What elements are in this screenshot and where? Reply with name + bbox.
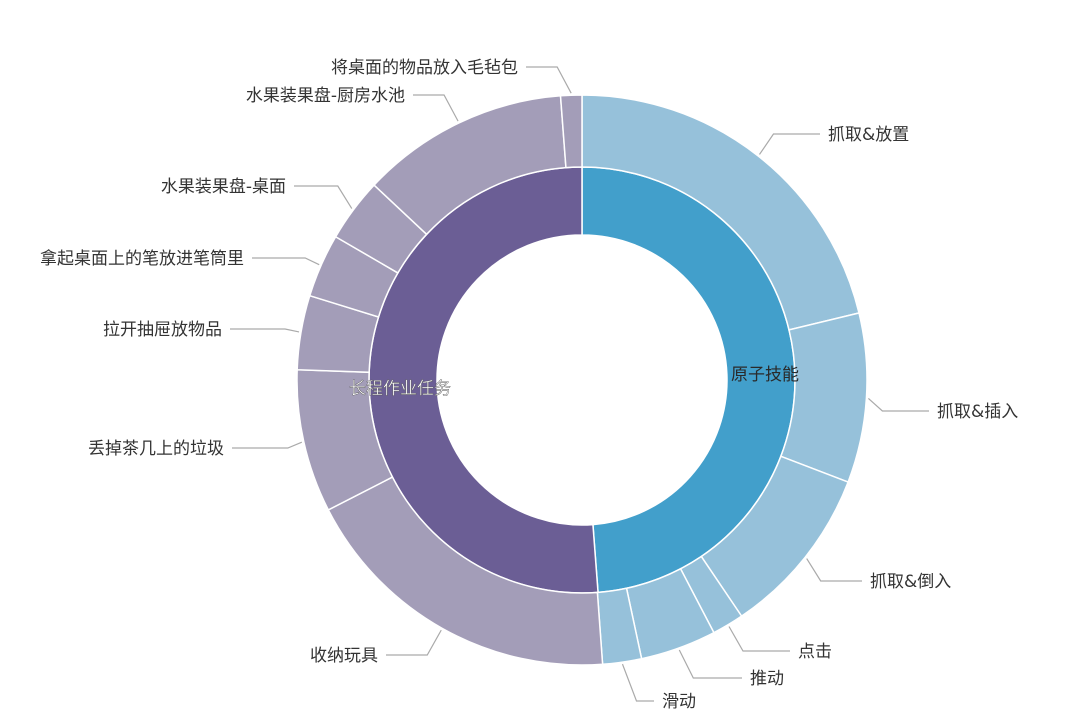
leader-line	[230, 328, 300, 333]
outer-label: 推动	[750, 669, 784, 689]
outer-ring	[296, 94, 868, 666]
outer-label: 滑动	[662, 692, 696, 712]
leader-line	[526, 66, 572, 94]
outer-label: 抓取&放置	[828, 125, 909, 145]
outer-label: 拉开抽屉放物品	[103, 320, 222, 340]
outer-label: 水果装果盘-厨房水池	[246, 86, 405, 106]
outer-label: 抓取&插入	[937, 402, 1018, 422]
leader-line	[868, 398, 929, 412]
outer-label: 拿起桌面上的笔放进笔筒里	[40, 248, 244, 269]
outer-segment[interactable]	[559, 94, 583, 169]
leader-lines	[230, 66, 929, 702]
outer-label: 水果装果盘-桌面	[161, 177, 286, 197]
leader-line	[294, 185, 353, 209]
leader-line	[413, 94, 459, 122]
outer-label: 抓取&倒入	[870, 572, 951, 592]
outer-label: 点击	[798, 642, 832, 662]
inner-label-atomic-skills: 原子技能	[731, 365, 799, 385]
inner-label-long-horizon-tasks: 长程作业任务	[349, 379, 451, 399]
leader-line	[386, 629, 442, 656]
leader-line	[806, 558, 862, 582]
leader-line	[678, 649, 742, 679]
outer-label: 丢掉茶几上的垃圾	[88, 439, 224, 459]
leader-line	[758, 133, 820, 155]
outer-label: 将桌面的物品放入毛毡包	[331, 58, 518, 78]
leader-line	[621, 663, 654, 702]
outer-segment[interactable]	[779, 312, 868, 484]
outer-label: 收纳玩具	[310, 646, 378, 666]
leader-line	[728, 626, 790, 652]
leader-line	[252, 257, 320, 266]
leader-line	[232, 441, 303, 449]
